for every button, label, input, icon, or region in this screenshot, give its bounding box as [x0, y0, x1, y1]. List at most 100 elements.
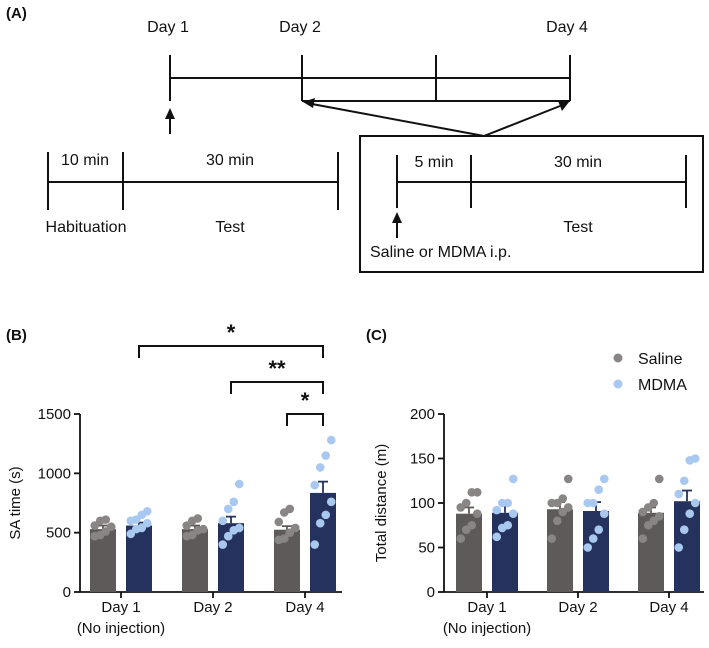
- y-tick-label: 150: [410, 451, 435, 468]
- data-point: [315, 463, 325, 472]
- data-point: [508, 474, 518, 484]
- data-point: [290, 523, 300, 533]
- data-point: [492, 532, 502, 542]
- day-timeline: [169, 55, 571, 102]
- data-point: [649, 498, 659, 508]
- x-tick-label: Day 2: [558, 599, 597, 616]
- y-tick-label: 100: [410, 495, 435, 512]
- data-point: [552, 516, 562, 526]
- data-point: [472, 488, 482, 497]
- data-point: [679, 525, 689, 534]
- data-point: [508, 509, 518, 518]
- data-point: [198, 524, 208, 534]
- y-tick-label: 1000: [38, 465, 71, 482]
- data-point: [193, 514, 203, 523]
- data-point: [223, 504, 233, 514]
- data-point: [218, 540, 228, 549]
- data-point: [558, 494, 568, 503]
- data-point: [467, 520, 477, 530]
- injection-duration: 5 min: [414, 154, 453, 171]
- data-point: [685, 509, 695, 518]
- chart-sa-time: 0 500 1000 1500 SA time (s) Day 1 (No injectio…: [7, 320, 342, 637]
- data-point: [234, 523, 244, 533]
- x-tick-label: Day 4: [285, 599, 324, 616]
- habituation-duration: 10 min: [61, 152, 109, 169]
- significance-bracket: [138, 345, 324, 358]
- data-point: [690, 498, 700, 508]
- y-tick-label: 0: [63, 584, 71, 601]
- data-point: [654, 474, 664, 484]
- timeline-day-2-label: Day 2: [279, 19, 321, 36]
- data-point: [279, 534, 289, 543]
- legend-mdma-label: MDMA: [638, 377, 687, 394]
- legend-mdma-marker: [613, 379, 623, 389]
- y-tick-label: 200: [410, 406, 435, 423]
- injection-label: Saline or MDMA i.p.: [370, 244, 511, 261]
- data-point: [310, 480, 320, 490]
- data-point: [229, 497, 239, 507]
- data-point: [321, 510, 331, 520]
- data-point: [274, 517, 284, 527]
- test-label-right: Test: [563, 219, 593, 236]
- significance-label: **: [268, 356, 286, 381]
- x-tick-label: Day 1: [467, 599, 506, 616]
- data-point: [218, 516, 228, 526]
- x-tick-label: Day 1: [101, 599, 140, 616]
- data-point: [588, 534, 598, 543]
- data-point: [492, 505, 502, 515]
- data-point: [461, 498, 471, 508]
- data-point: [321, 451, 331, 460]
- data-point: [588, 498, 598, 508]
- data-point: [563, 474, 573, 484]
- significance-bracket: [230, 381, 324, 394]
- injection-protocol-box: [359, 135, 704, 273]
- test-label-left: Test: [215, 219, 245, 236]
- chart-total-distance: 0 50 100 150 200 Total distance (m) Day 1 (No i…: [373, 406, 704, 637]
- y-tick-label: 500: [46, 525, 71, 542]
- data-point: [503, 520, 513, 530]
- injection-test-timeline: [396, 155, 687, 208]
- box-to-days-arrows-icon: [303, 98, 569, 137]
- injection-arrow-icon: [392, 212, 402, 238]
- y-tick-label: 0: [427, 584, 435, 601]
- data-point: [583, 543, 593, 552]
- data-point: [456, 534, 466, 543]
- panel-label-a: (A): [6, 5, 27, 22]
- legend-saline-marker: [613, 353, 623, 363]
- day1-arrow-icon: [165, 108, 175, 134]
- data-point: [679, 476, 689, 486]
- y-axis-label: SA time (s): [7, 466, 24, 539]
- x-tick-label: Day 4: [649, 599, 688, 616]
- data-point: [315, 518, 325, 528]
- data-point: [547, 534, 557, 543]
- x-tick-sublabel: (No injection): [77, 620, 165, 637]
- timeline-day-1-label: Day 1: [147, 19, 189, 36]
- data-point: [142, 518, 152, 528]
- data-point: [106, 522, 116, 532]
- data-point: [599, 509, 609, 518]
- data-point: [563, 503, 573, 512]
- significance-bracket: [286, 413, 324, 426]
- data-point: [594, 485, 604, 494]
- data-point: [638, 534, 648, 543]
- x-tick-label: Day 2: [193, 599, 232, 616]
- y-tick-label: 1500: [38, 406, 71, 423]
- significance-label: *: [301, 388, 310, 413]
- data-point: [285, 504, 295, 514]
- data-point: [674, 543, 684, 552]
- panel-label-c: (C): [366, 327, 387, 344]
- habituation-label: Habituation: [46, 219, 127, 236]
- data-point: [599, 474, 609, 484]
- data-point: [503, 498, 513, 508]
- legend-saline-label: Saline: [638, 351, 683, 368]
- panel-label-b: (B): [6, 327, 27, 344]
- data-point: [234, 479, 244, 489]
- timeline-day-4-label: Day 4: [546, 19, 588, 36]
- data-point: [472, 509, 482, 518]
- habituation-test-timeline: [47, 152, 339, 210]
- data-point: [690, 454, 700, 463]
- test-duration-right: 30 min: [554, 154, 602, 171]
- y-axis-label: Total distance (m): [373, 444, 390, 562]
- data-point: [326, 497, 336, 507]
